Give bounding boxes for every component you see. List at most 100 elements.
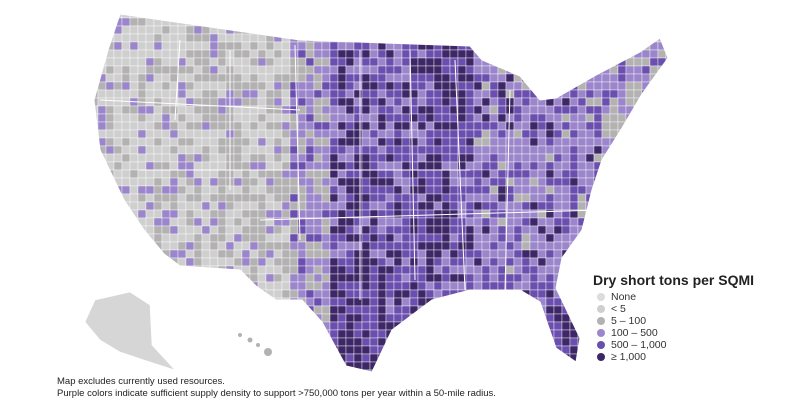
county-cell <box>409 137 419 147</box>
county-cell <box>105 113 115 123</box>
county-cell <box>329 209 339 219</box>
county-cell <box>649 161 659 171</box>
county-cell <box>465 185 475 195</box>
county-cell <box>417 129 427 139</box>
county-cell <box>281 249 291 259</box>
county-cell <box>513 25 523 35</box>
county-cell <box>385 265 395 275</box>
county-cell <box>665 65 668 75</box>
county-cell <box>94 65 99 75</box>
county-cell <box>297 41 307 51</box>
county-cell <box>465 17 475 27</box>
county-cell <box>489 25 499 35</box>
county-cell <box>393 361 403 371</box>
county-cell <box>345 273 355 283</box>
county-cell <box>289 305 299 315</box>
county-cell <box>609 14 619 19</box>
county-cell <box>441 33 451 43</box>
county-cell <box>441 313 451 323</box>
county-cell <box>241 14 251 19</box>
county-cell <box>497 41 507 51</box>
county-cell <box>345 57 355 67</box>
county-cell <box>329 65 339 75</box>
county-cell <box>489 201 499 211</box>
county-cell <box>105 193 115 203</box>
county-cell <box>305 89 315 99</box>
county-cell <box>353 121 363 131</box>
county-cell <box>449 17 459 27</box>
county-cell <box>249 169 259 179</box>
county-cell <box>465 305 475 315</box>
county-cell <box>193 225 203 235</box>
county-cell <box>305 97 315 107</box>
county-cell <box>569 161 579 171</box>
county-cell <box>345 33 355 43</box>
county-cell <box>473 305 483 315</box>
county-cell <box>633 129 643 139</box>
county-cell <box>417 97 427 107</box>
legend-item: ≥ 1,000 <box>597 351 754 363</box>
county-cell <box>257 14 267 19</box>
county-cell <box>665 169 668 179</box>
county-cell <box>433 65 443 75</box>
county-cell <box>449 369 459 372</box>
county-cell <box>481 129 491 139</box>
county-cell <box>617 137 627 147</box>
county-cell <box>585 97 595 107</box>
county-cell <box>489 249 499 259</box>
county-cell <box>353 353 363 363</box>
county-cell <box>585 65 595 75</box>
county-cell <box>97 97 107 107</box>
county-cell <box>473 161 483 171</box>
county-cell <box>657 185 667 195</box>
county-cell <box>577 113 587 123</box>
county-cell <box>617 177 627 187</box>
county-cell <box>633 241 643 251</box>
county-cell <box>401 257 411 267</box>
county-cell <box>201 137 211 147</box>
county-cell <box>369 169 379 179</box>
county-cell <box>289 41 299 51</box>
county-cell <box>553 129 563 139</box>
county-cell <box>361 14 371 19</box>
county-cell <box>441 241 451 251</box>
county-cell <box>209 73 219 83</box>
county-cell <box>169 297 179 307</box>
county-cell <box>417 177 427 187</box>
county-cell <box>129 153 139 163</box>
county-cell <box>377 137 387 147</box>
county-cell <box>233 289 243 299</box>
county-cell <box>169 281 179 291</box>
county-cell <box>393 17 403 27</box>
county-cell <box>457 57 467 67</box>
county-cell <box>169 337 179 347</box>
county-cell <box>241 121 251 131</box>
county-cell <box>105 145 115 155</box>
county-cell <box>257 361 267 371</box>
county-cell <box>649 113 659 123</box>
county-cell <box>553 73 563 83</box>
county-cell <box>513 201 523 211</box>
county-cell <box>313 81 323 91</box>
county-cell <box>505 313 515 323</box>
county-cell <box>513 14 523 19</box>
county-cell <box>577 49 587 59</box>
county-cell <box>257 89 267 99</box>
county-cell <box>257 193 267 203</box>
county-cell <box>257 65 267 75</box>
county-cell <box>481 41 491 51</box>
county-cell <box>625 369 635 372</box>
county-cell <box>94 73 99 83</box>
county-cell <box>393 201 403 211</box>
county-cell <box>505 281 515 291</box>
county-cell <box>425 305 435 315</box>
county-cell <box>145 41 155 51</box>
county-cell <box>665 97 668 107</box>
county-cell <box>473 169 483 179</box>
county-cell <box>321 257 331 267</box>
county-cell <box>345 81 355 91</box>
county-cell <box>377 273 387 283</box>
county-cell <box>297 313 307 323</box>
county-cell <box>289 321 299 331</box>
county-cell <box>657 145 667 155</box>
